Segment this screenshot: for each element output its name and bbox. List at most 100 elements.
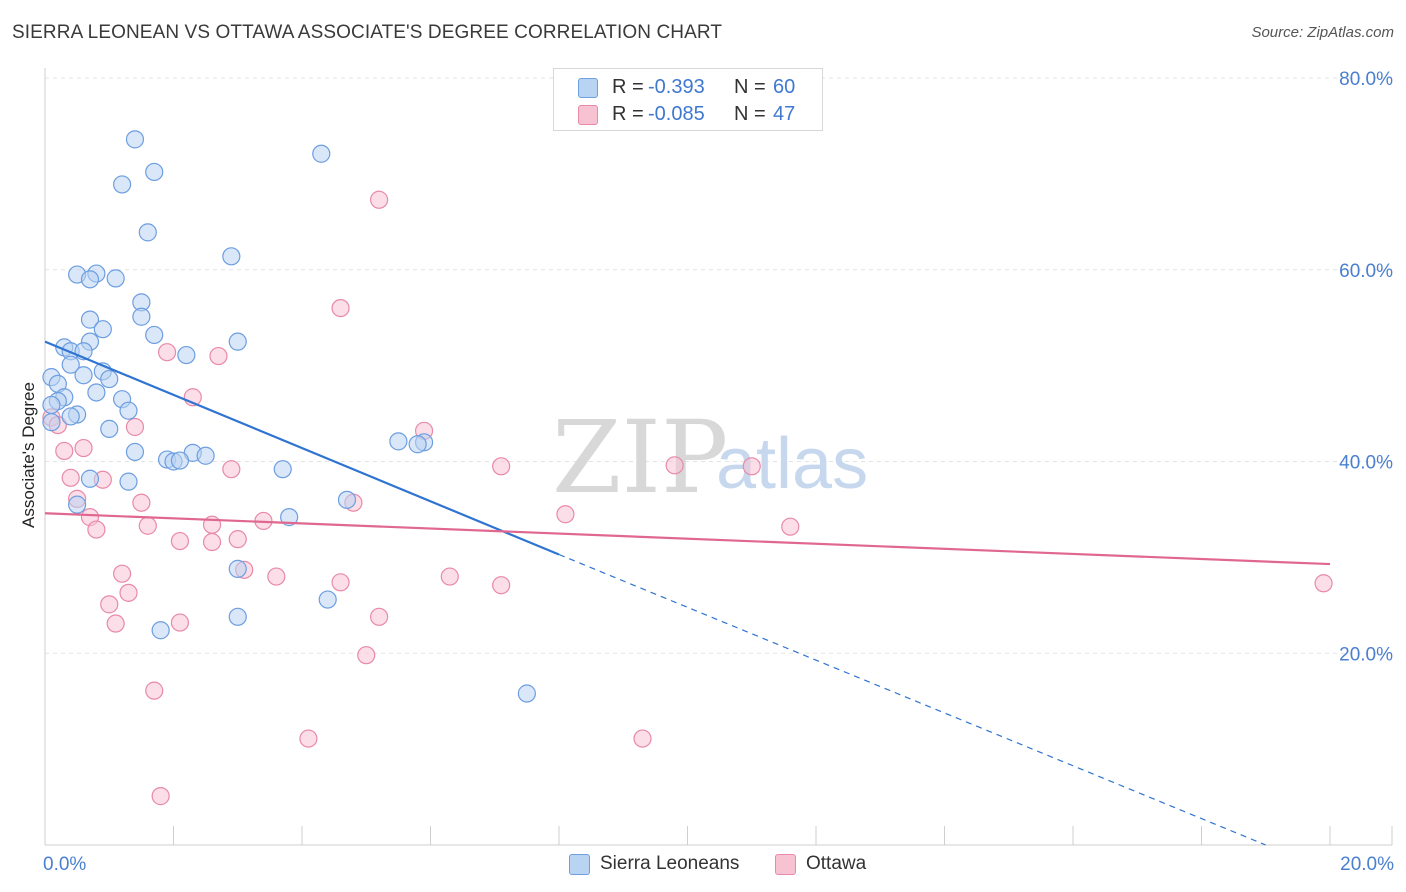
gridlines — [45, 77, 1392, 654]
sierra-leonean-point — [196, 446, 215, 465]
sierra-leonean-point — [112, 175, 132, 194]
ottawa-point — [119, 583, 138, 602]
ottawa-point — [781, 517, 800, 536]
ottawa-point — [370, 190, 389, 209]
sierra-leonean-point — [222, 247, 241, 266]
y-tick-label: 80.0% — [1339, 69, 1393, 90]
sierra-leonean-point — [280, 508, 299, 527]
sierra-leonean-point — [61, 355, 80, 374]
sierra-leonean-point — [106, 269, 125, 288]
ottawa-point — [556, 505, 575, 524]
ottawa-point — [440, 567, 459, 586]
ottawa-point — [331, 299, 350, 318]
sierra-leonean-point — [151, 621, 170, 640]
ottawa-point — [742, 457, 761, 476]
x-tick-label: 0.0% — [43, 854, 86, 875]
ottawa-point — [222, 460, 241, 479]
ottawa-point — [209, 346, 228, 366]
bottom-legend-swatch-pink — [775, 854, 796, 875]
ottawa-point — [492, 457, 511, 476]
trend-lines — [44, 340, 1331, 846]
legend-swatch-blue — [578, 78, 598, 98]
ottawa-point — [370, 607, 389, 626]
sierra-leonean-point — [132, 307, 151, 326]
x-tick-labels: 0.0% 20.0% — [43, 854, 1394, 875]
x-tick-label: 20.0% — [1340, 854, 1394, 875]
y-tick-labels: 20.0% 40.0% 60.0% 80.0% — [1339, 69, 1393, 665]
axes — [44, 68, 1393, 846]
sierra-leonean-point — [100, 369, 119, 389]
sierra-leonean-trend-line-extension — [558, 553, 1266, 846]
y-axis-label: Associate's Degree — [19, 382, 38, 528]
sierra-leonean-point — [517, 684, 536, 703]
chart-title: SIERRA LEONEAN VS OTTAWA ASSOCIATE'S DEG… — [12, 22, 723, 43]
y-tick-label: 60.0% — [1339, 261, 1393, 282]
sierra-leonean-point — [177, 345, 196, 365]
watermark-zip: ZIP — [552, 399, 728, 516]
sierra-leonean-point — [145, 162, 164, 182]
ottawa-point — [125, 417, 145, 437]
sierra-leonean-point — [61, 407, 80, 426]
ottawa-point — [74, 438, 93, 458]
y-tick-label: 20.0% — [1339, 644, 1393, 665]
ottawa-point — [170, 613, 190, 632]
ottawa-point — [492, 576, 511, 595]
legend-r-label: R = — [612, 76, 644, 98]
ottawa-point — [138, 516, 157, 535]
sierra-leonean-point — [389, 432, 408, 451]
ottawa-point — [228, 530, 247, 549]
ottawa-point — [132, 493, 151, 512]
sierra-leonean-point — [74, 366, 93, 385]
sierra-leonean-point — [138, 223, 157, 242]
ottawa-point — [202, 532, 222, 552]
sierra-leonean-trend-line — [44, 340, 560, 556]
ottawa-point — [157, 343, 177, 362]
ottawa-trend-line — [44, 512, 1331, 566]
legend-n-value: 47 — [773, 103, 796, 125]
ottawa-point — [145, 681, 164, 700]
sierra-leonean-point — [273, 460, 292, 479]
sierra-leonean-point — [145, 325, 164, 345]
sierra-leonean-point — [170, 451, 190, 470]
sierra-leonean-point — [408, 435, 427, 454]
bottom-legend-label: Sierra Leoneans — [600, 853, 740, 874]
sierra-leonean-point — [119, 472, 138, 491]
ottawa-point — [357, 646, 376, 665]
ottawa-point — [1314, 574, 1333, 593]
sierra-leonean-point — [80, 469, 100, 488]
ottawa-point — [170, 531, 190, 551]
sierra-leonean-point — [228, 332, 247, 351]
sierra-leonean-point — [228, 607, 247, 626]
sierra-leonean-point — [80, 270, 100, 289]
ottawa-point — [61, 468, 80, 487]
ottawa-point — [267, 567, 286, 586]
legend-n-label: N = — [734, 103, 766, 125]
ottawa-point — [106, 614, 125, 633]
ottawa-point — [112, 564, 132, 583]
sierra-leonean-point — [119, 401, 138, 420]
ottawa-point — [55, 441, 74, 461]
legend-r-label: R = — [612, 103, 644, 125]
ottawa-point — [331, 573, 350, 592]
sierra-leonean-point — [337, 490, 357, 509]
sierra-leonean-point — [87, 383, 106, 402]
bottom-legend-swatch-blue — [569, 854, 590, 875]
watermark-atlas: atlas — [716, 424, 868, 504]
ottawa-point — [100, 595, 119, 614]
sierra-leonean-point — [125, 130, 145, 149]
legend-r-value: -0.393 — [648, 76, 705, 98]
sierra-leonean-point — [125, 442, 145, 462]
sierra-leonean-point — [93, 320, 112, 339]
ottawa-point — [633, 729, 652, 748]
correlation-legend: R = -0.393 N = 60 R = -0.085 N = 47 — [553, 68, 823, 131]
sierra-leonean-point — [42, 413, 61, 432]
bottom-legend-label: Ottawa — [806, 853, 867, 874]
ottawa-point — [299, 729, 318, 748]
legend-r-value: -0.085 — [648, 103, 705, 125]
legend-n-value: 60 — [773, 76, 796, 98]
ottawa-point — [151, 787, 170, 806]
y-tick-label: 40.0% — [1339, 453, 1393, 474]
sierra-leonean-point — [312, 144, 331, 163]
legend-n-label: N = — [734, 76, 766, 98]
legend-swatch-pink — [578, 105, 598, 125]
